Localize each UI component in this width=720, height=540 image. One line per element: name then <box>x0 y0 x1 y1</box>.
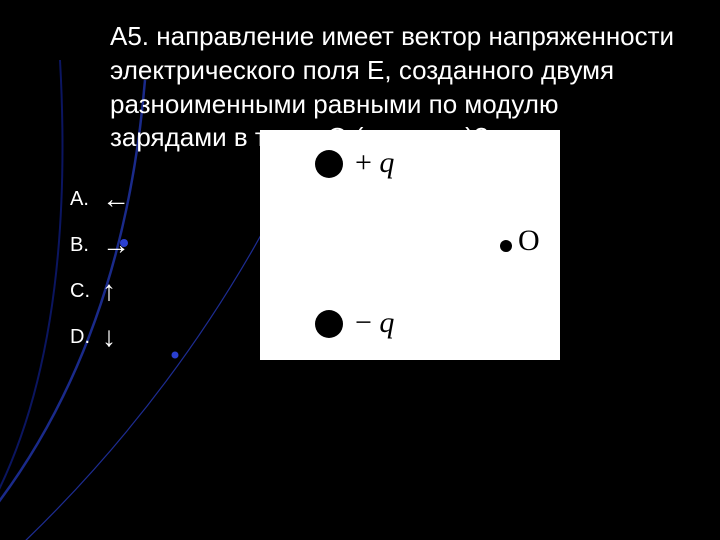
option-letter: A. <box>70 188 102 211</box>
option-b[interactable]: B. → <box>70 231 250 259</box>
option-arrow: ↑ <box>102 277 116 305</box>
positive-charge-label: + q <box>355 146 394 180</box>
options-list: A. ← B. → C. ↑ D. ↓ <box>70 185 250 369</box>
negative-charge-label: − q <box>355 306 394 340</box>
option-arrow: ↓ <box>102 323 116 351</box>
option-a[interactable]: A. ← <box>70 185 250 213</box>
option-letter: B. <box>70 234 102 257</box>
option-c[interactable]: C. ↑ <box>70 277 250 305</box>
point-o-dot <box>500 240 512 252</box>
point-o-label: O <box>518 224 540 258</box>
option-arrow: → <box>102 231 130 259</box>
option-d[interactable]: D. ↓ <box>70 323 250 351</box>
option-letter: C. <box>70 280 102 303</box>
physics-diagram: + q − q O <box>260 130 560 360</box>
option-arrow: ← <box>102 185 130 213</box>
positive-charge-dot <box>315 150 343 178</box>
negative-charge-dot <box>315 310 343 338</box>
option-letter: D. <box>70 326 102 349</box>
